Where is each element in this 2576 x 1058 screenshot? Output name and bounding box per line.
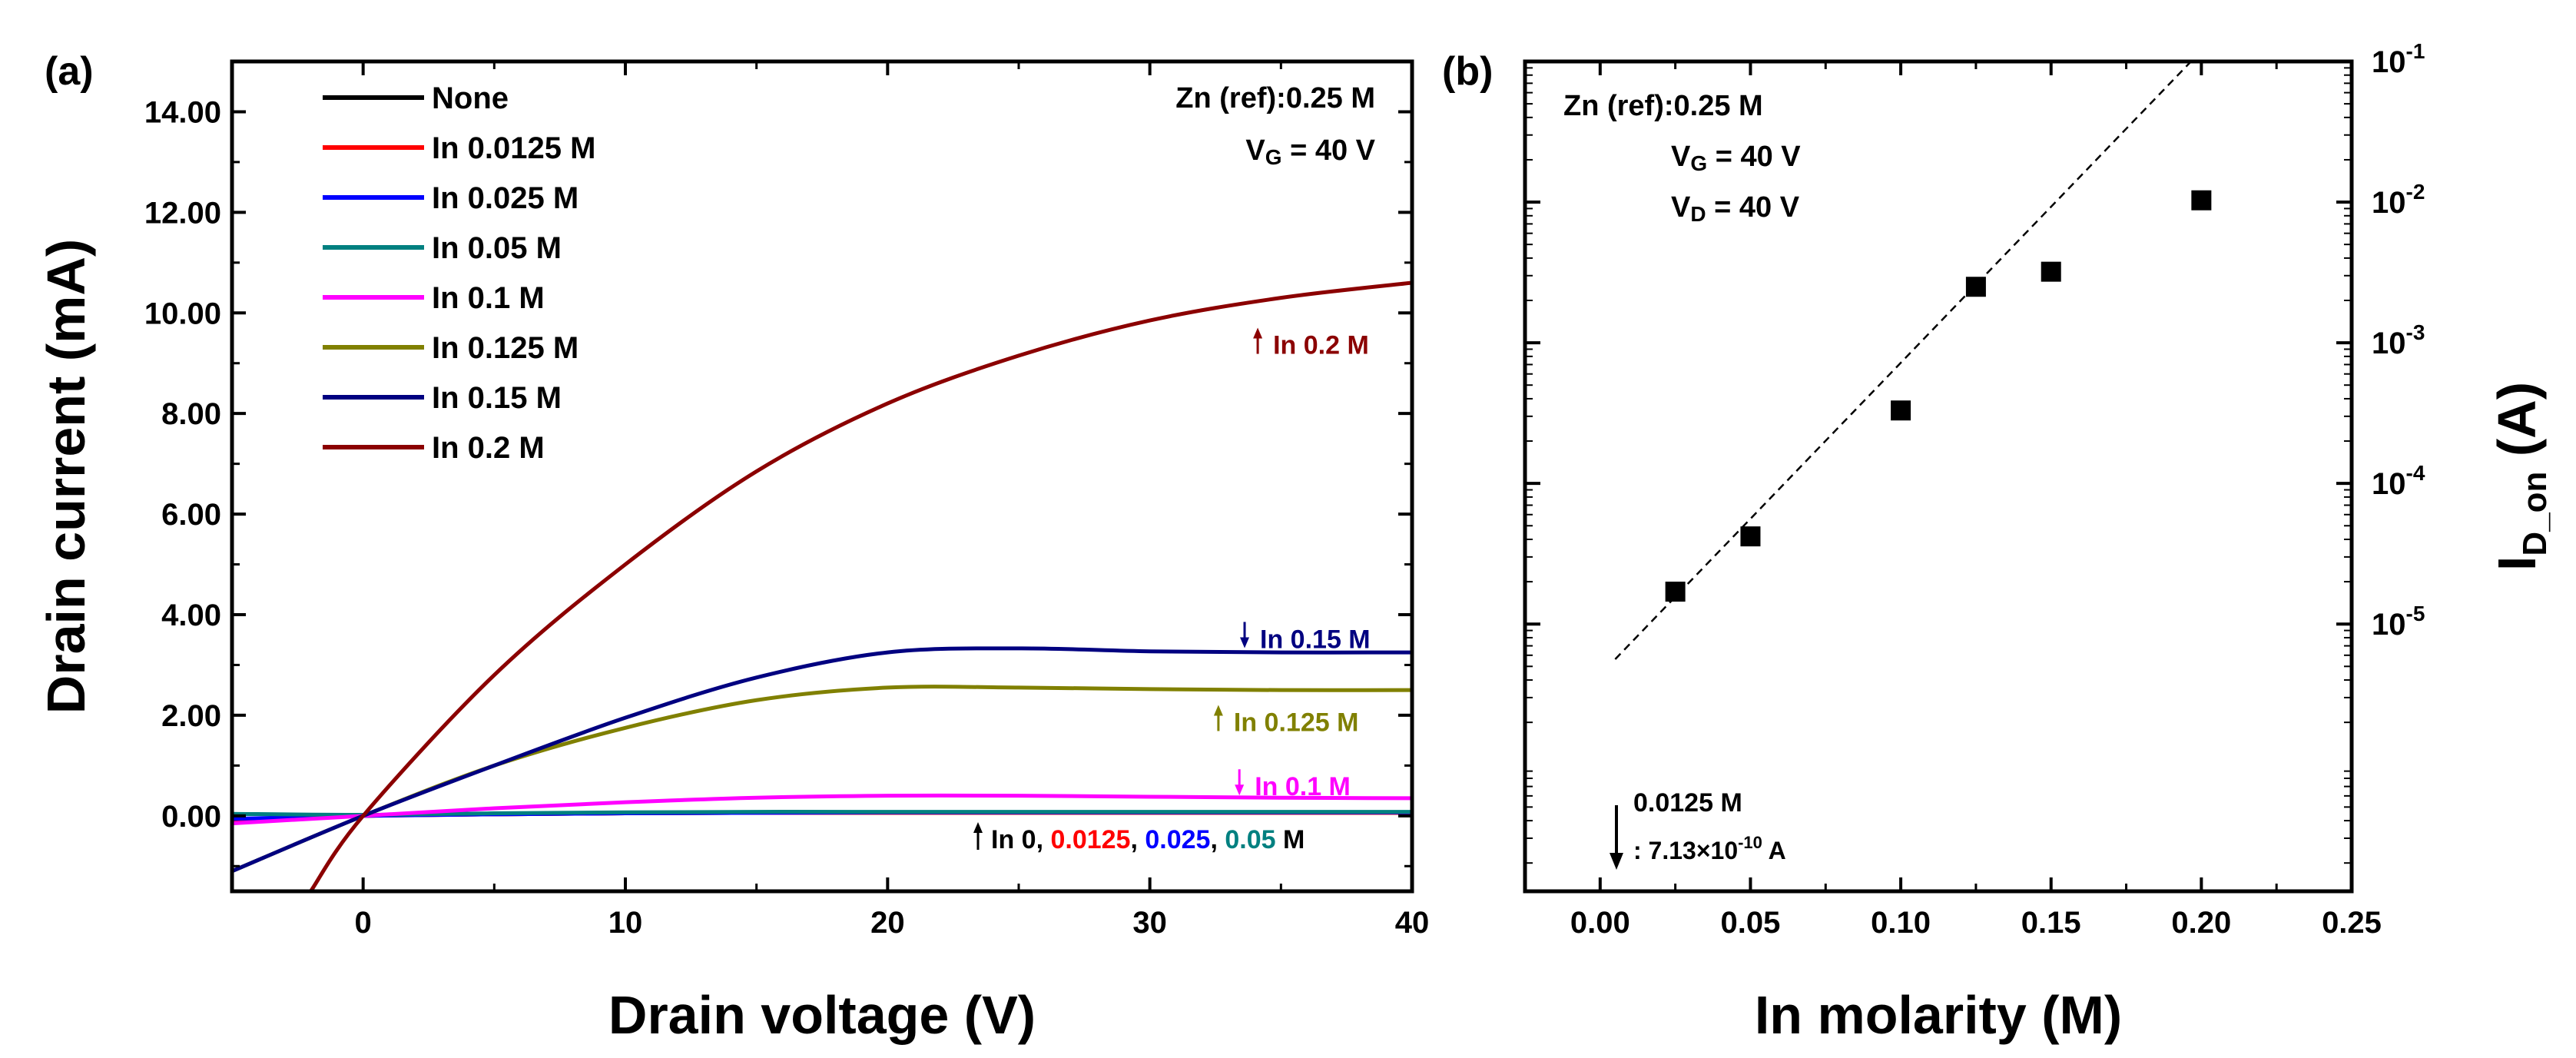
panel-a-legend-label: In 0.025 M (432, 181, 579, 215)
panel-a-series-line-3 (232, 810, 1412, 818)
panel-b-axes: 0.00 0.05 0.10 0.15 0.20 0.25 10-5 10-4 10-3 10-2… (1523, 39, 2425, 940)
panel-a-ytick-label: 6.00 (161, 498, 221, 532)
panel-a-curve-label-3: In 0.1 M (1235, 769, 1351, 801)
panel-a-ytick-label: 10.00 (144, 297, 221, 330)
panel-b-point-0 (1665, 582, 1686, 602)
panel-a-xtick-label: 40 (1395, 906, 1430, 940)
panel-a-bottom-note: In 0, 0.0125, 0.025, 0.05 M (973, 822, 1305, 854)
panel-b-point-5 (2191, 190, 2212, 211)
panel-a-ytick-label: 0.00 (161, 800, 221, 834)
panel-a-label: (a) (45, 49, 94, 94)
panel-a-legend-label: None (432, 81, 509, 115)
panel-a-curve-text: In 0.15 M (1260, 625, 1371, 654)
panel-a-xlabel: Drain voltage (V) (608, 985, 1036, 1045)
panel-a-curve-text: In 0.1 M (1255, 772, 1351, 801)
panel-b-info-0: Zn (ref):0.25 M (1563, 90, 1763, 122)
panel-a-ytick-label: 8.00 (161, 397, 221, 431)
panel-a-axes: 0 10 20 30 40 0.00 2.00 4.00 6.00 8.00 10.00 12.00 1… (144, 60, 1430, 940)
panel-a-curve-arrowhead (1213, 705, 1223, 716)
panel-b-xtick-label: 0.25 (2322, 906, 2382, 940)
panel-a-legend-label: In 0.15 M (432, 381, 562, 415)
panel-b-point-1 (1740, 526, 1761, 547)
panel-a-bottom-arrowhead (973, 822, 983, 833)
panel-a-ytick-label: 2.00 (161, 699, 221, 733)
panel-b-xtick-label: 0.20 (2171, 906, 2231, 940)
panel-b-vd: VD = 40 V (1671, 191, 1800, 226)
panel-a-ytick-label: 4.00 (161, 599, 221, 632)
panel-a-curve-label-2: In 0.125 M (1213, 705, 1359, 737)
panel-b-points (1665, 190, 2212, 602)
panel-b-xtick-label: 0.15 (2021, 906, 2081, 940)
panel-a-xtick-label: 0 (355, 906, 372, 940)
panel-a-series (232, 280, 1412, 891)
panel-a-xtick-label: 10 (608, 906, 643, 940)
panel-b-label: (b) (1442, 49, 1493, 94)
panel-b-point-2 (1891, 400, 1911, 421)
panel-a-ylabel: Drain current (mA) (36, 239, 96, 714)
panel-b-xtick-label: 0.05 (1721, 906, 1781, 940)
panel-a: (a) 0 10 20 30 40 0.00 2.00 4.00 6.00 8.00 10.00 12… (36, 49, 1429, 1045)
panel-a-ytick-label: 12.00 (144, 196, 221, 230)
panel-a-curve-text: In 0.2 M (1273, 331, 1369, 360)
panel-b-frame (1523, 59, 2354, 894)
panel-a-legend-label: In 0.05 M (432, 231, 562, 265)
panel-b-ytick-label: 10-2 (2372, 180, 2425, 220)
panel-a-legend: None In 0.0125 M In 0.025 M In 0.05 M In 0.1… (323, 81, 595, 465)
panel-a-legend-label: In 0.125 M (432, 331, 579, 365)
panel-a-series-line-7 (309, 280, 1412, 891)
panel-a-ytick-label: 14.00 (144, 95, 221, 129)
panel-a-annotations: In 0.2 M In 0.15 M In 0.125 M In 0.1 M In 0,… (973, 327, 1371, 854)
panel-b-ytick-label: 10-1 (2372, 39, 2425, 79)
panel-b-point-3 (1965, 277, 1986, 297)
panel-a-bottom-text: In 0, 0.0125, 0.025, 0.05 M (991, 825, 1305, 854)
panel-b-ytick-label: 10-5 (2372, 602, 2425, 642)
panel-b-point-4 (2041, 261, 2061, 282)
panel-a-curve-text: In 0.125 M (1234, 708, 1359, 737)
panel-a-frame (230, 59, 1414, 894)
panel-a-curve-arrowhead (1253, 327, 1263, 339)
panel-b-ytick-label: 10-3 (2372, 320, 2425, 360)
panel-a-series-line-6 (232, 646, 1412, 874)
panel-a-curve-label-1: In 0.15 M (1240, 622, 1371, 654)
panel-b-xtick-label: 0.10 (1871, 906, 1931, 940)
panel-b-fit-line (1614, 61, 2193, 660)
panel-b: (b) 0.00 0.05 0.10 0.15 0.20 0.25 10-5 10-4 10-3… (1442, 39, 2554, 1045)
panel-b-note-arrowhead (1610, 853, 1623, 870)
panel-a-xtick-label: 30 (1132, 906, 1167, 940)
panel-a-legend-label: In 0.1 M (432, 281, 545, 315)
panel-a-condition: Zn (ref):0.25 M (1175, 82, 1375, 114)
panel-b-xtick-label: 0.00 (1570, 906, 1630, 940)
panel-b-note: 0.0125 M : 7.13×10-10 A (1610, 788, 1786, 870)
panel-b-note-molarity: 0.0125 M (1633, 788, 1742, 818)
panel-b-xlabel: In molarity (M) (1755, 985, 2122, 1045)
panel-a-curve-label-0: In 0.2 M (1253, 327, 1369, 360)
panel-a-legend-label: In 0.0125 M (432, 131, 595, 165)
panel-a-curve-arrowhead (1235, 784, 1245, 796)
panel-b-vg: VG = 40 V (1671, 141, 1801, 175)
panel-a-series-line-4 (232, 793, 1412, 826)
panel-a-xtick-label: 20 (870, 906, 905, 940)
panel-b-note-current: : 7.13×10-10 A (1633, 833, 1786, 864)
panel-a-curve-arrowhead (1240, 637, 1250, 648)
panel-b-ylabel: ID_on (A) (2487, 382, 2554, 571)
panel-b-fit-layer (1614, 61, 2193, 660)
panel-b-ytick-label: 10-4 (2372, 461, 2425, 501)
panel-a-legend-label: In 0.2 M (432, 431, 545, 465)
panel-a-vg: VG = 40 V (1245, 134, 1375, 169)
